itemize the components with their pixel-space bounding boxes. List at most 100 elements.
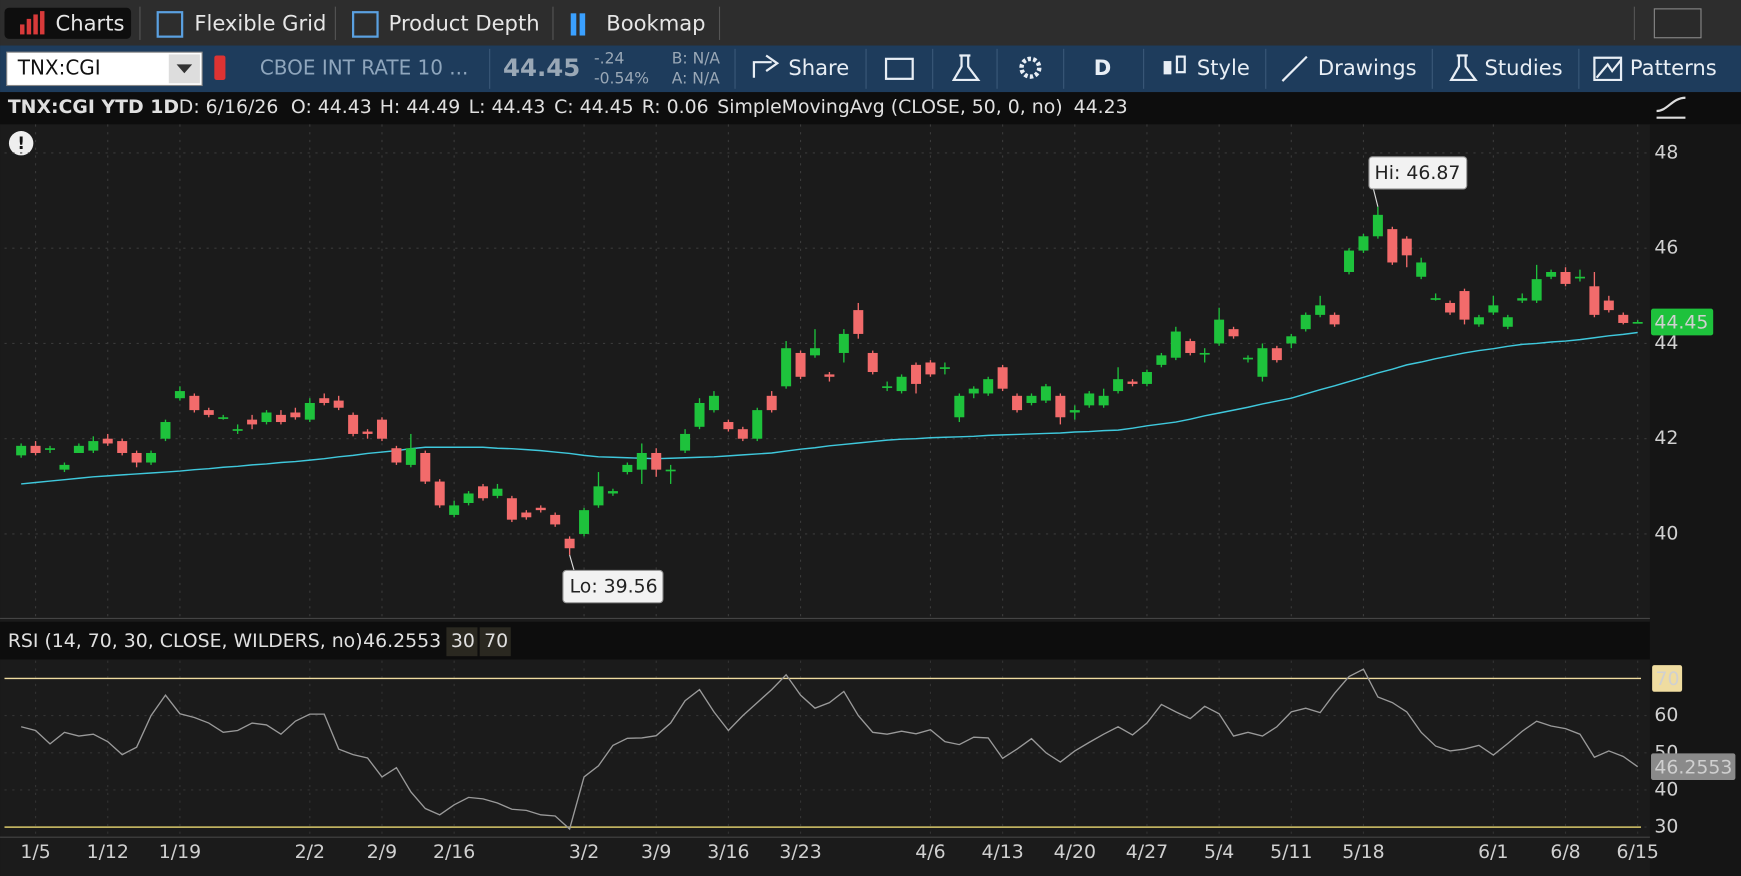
x-tick-label: 4/6 <box>915 841 945 863</box>
candle-body <box>333 400 344 408</box>
alert-badge[interactable] <box>8 131 34 156</box>
period-button[interactable]: D <box>1094 55 1112 80</box>
study-name: SimpleMovingAvg (CLOSE, 50, 0, no) <box>717 96 1062 118</box>
candle-body <box>478 486 489 499</box>
header-range: R: 0.06 <box>642 96 709 118</box>
candle-body <box>1228 329 1239 337</box>
candle-body <box>218 417 229 419</box>
chart-mode-icon[interactable] <box>1656 96 1686 119</box>
candle-body <box>232 429 243 431</box>
candle-body <box>1055 395 1066 418</box>
candle-body <box>376 419 387 439</box>
candle-body <box>1387 229 1398 263</box>
candle-body <box>1488 305 1499 313</box>
candle-body <box>247 419 258 425</box>
icon <box>26 18 32 35</box>
candle-body <box>463 493 474 503</box>
candle-body <box>319 398 330 403</box>
price-axis-bg <box>1649 124 1741 876</box>
info-button[interactable] <box>884 57 914 80</box>
candle-body <box>1358 236 1369 251</box>
candle-body <box>694 402 705 427</box>
patterns-icon <box>1593 56 1623 82</box>
alert-icon[interactable] <box>214 55 226 80</box>
candle-body <box>665 469 676 472</box>
window-button[interactable] <box>1653 8 1702 39</box>
candle-body <box>1632 322 1643 324</box>
x-tick-label: 5/11 <box>1270 841 1312 863</box>
level-chip <box>479 627 511 657</box>
symbol-input[interactable]: TNX:CGI <box>17 55 101 79</box>
net-change: -.24 <box>594 49 624 67</box>
candle-body <box>1185 341 1196 353</box>
share-button[interactable]: Share <box>788 55 849 80</box>
candle-body <box>1170 331 1181 358</box>
tab[interactable]: Product Depth <box>389 10 540 35</box>
candle-body <box>593 486 604 506</box>
candle-body <box>30 445 41 453</box>
drawings-button[interactable]: Drawings <box>1318 55 1417 80</box>
candle-body <box>189 395 200 411</box>
annotation: Hi: 46.87 <box>1375 162 1461 184</box>
y-tick-label: 60 <box>1654 704 1678 726</box>
studies-button[interactable]: Studies <box>1484 55 1562 80</box>
candle-body <box>1445 302 1456 313</box>
icon <box>156 11 184 38</box>
toolbar <box>0 45 1741 93</box>
candle-body <box>680 433 691 451</box>
candle-body <box>434 481 445 506</box>
candle-body <box>1214 319 1225 344</box>
candle-body <box>16 445 27 456</box>
candle-body <box>1040 386 1051 401</box>
candle-body <box>506 498 517 520</box>
candle-body <box>1546 271 1557 277</box>
drawings-icon <box>1281 55 1308 82</box>
rsi-level: 70 <box>484 630 508 652</box>
level-box <box>1652 665 1683 692</box>
ask: A: N/A <box>672 69 720 87</box>
candle-body <box>781 348 792 387</box>
x-tick-label: 6/15 <box>1617 841 1659 863</box>
annotation-box <box>1368 156 1468 190</box>
y-tick-label: 30 <box>1654 816 1678 838</box>
candle-body <box>708 395 719 411</box>
candle-body <box>1257 348 1268 377</box>
annotation-box <box>562 569 664 604</box>
last-price-label: 44.45 <box>1654 312 1708 334</box>
candle-body <box>1473 317 1484 325</box>
moving-average-line <box>21 331 1638 485</box>
candle-body <box>1372 214 1383 237</box>
candle-body <box>1069 410 1080 413</box>
candle-body <box>102 438 113 444</box>
x-tick-label: 6/8 <box>1550 841 1580 863</box>
candle-body <box>1430 298 1441 300</box>
candle-body <box>824 374 835 377</box>
settings-button[interactable] <box>1019 56 1042 79</box>
icon <box>352 11 379 38</box>
candle-body <box>1329 314 1340 325</box>
x-tick-label: 1/19 <box>159 841 201 863</box>
studies-icon <box>1449 54 1478 82</box>
x-tick-label: 4/13 <box>981 841 1023 863</box>
icon <box>20 24 25 35</box>
level-label: 70 <box>1655 668 1679 690</box>
candle-body <box>752 410 763 439</box>
candle-body <box>925 362 936 375</box>
icon <box>570 13 577 36</box>
icon <box>33 14 38 35</box>
tab[interactable]: Flexible Grid <box>194 10 326 35</box>
current-value-box <box>1651 753 1736 781</box>
annotation: Lo: 39.56 <box>570 576 658 598</box>
style-button[interactable]: Style <box>1197 55 1250 80</box>
tab[interactable]: Charts <box>56 10 125 35</box>
flask-button[interactable] <box>951 54 981 82</box>
tab[interactable]: Bookmap <box>606 10 705 35</box>
candle-body <box>492 488 503 496</box>
candle-body <box>1113 379 1124 392</box>
candle-body <box>117 441 128 453</box>
candle-body <box>1344 250 1355 272</box>
share-icon <box>752 54 780 78</box>
patterns-button[interactable]: Patterns <box>1630 55 1717 80</box>
